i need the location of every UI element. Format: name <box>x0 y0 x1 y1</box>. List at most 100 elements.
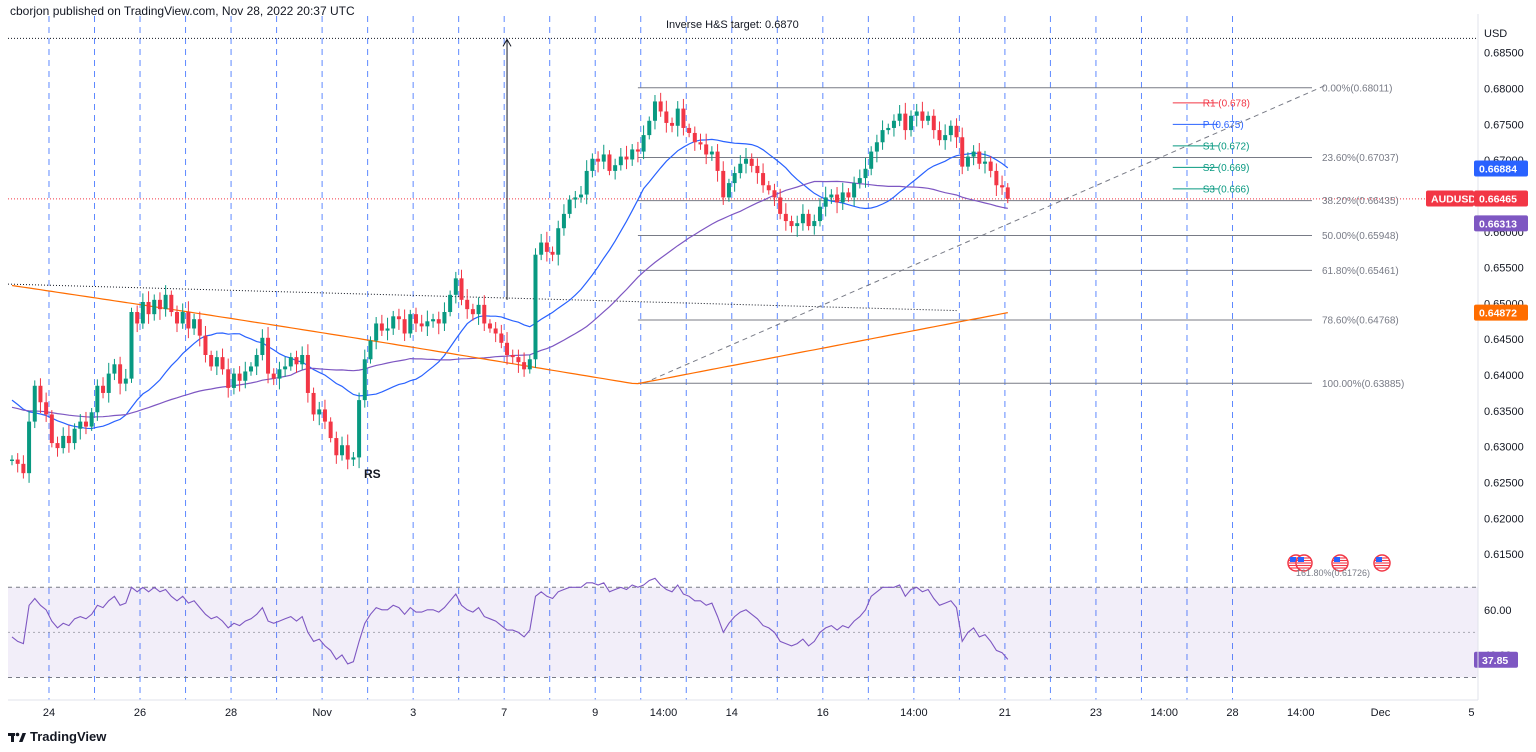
candle-body <box>436 319 441 324</box>
candle-body <box>300 354 305 365</box>
candle-body <box>590 158 595 171</box>
candle-body <box>704 144 709 155</box>
candle-body <box>368 340 373 360</box>
candle-body <box>817 206 822 222</box>
candle-body <box>533 254 538 360</box>
candle-body <box>311 392 316 415</box>
candle-body <box>237 373 242 381</box>
us-flag-canton <box>1376 557 1382 562</box>
candle-body <box>140 301 145 324</box>
candle-body <box>271 373 276 379</box>
candle-body <box>203 335 208 355</box>
fib-level-label: 78.60%(0.64768) <box>1322 316 1399 327</box>
candle-body <box>431 319 436 322</box>
time-tick-label: 14 <box>726 707 738 719</box>
candle-body <box>795 223 800 227</box>
candle-body <box>214 357 219 367</box>
candle-body <box>317 409 322 415</box>
time-tick-label: 14:00 <box>650 707 678 719</box>
candle-body <box>408 314 413 334</box>
candle-body <box>146 301 151 315</box>
publisher-caption: cborjon published on TradingView.com, No… <box>10 4 355 18</box>
candle-body <box>15 459 20 464</box>
candle-body <box>374 323 379 341</box>
candle-body <box>607 154 612 171</box>
candle-body <box>994 170 999 186</box>
price-tick-label: 0.64000 <box>1484 370 1524 382</box>
candle-body <box>288 357 293 367</box>
price-tick-label: 0.62500 <box>1484 477 1524 489</box>
candle-body <box>487 323 492 329</box>
candle-body <box>78 421 83 429</box>
fib-level-label: 100.00%(0.63885) <box>1322 379 1404 390</box>
candle-body <box>852 183 857 198</box>
candle-body <box>982 161 987 164</box>
candle-body <box>846 192 851 198</box>
tradingview-logo[interactable]: TradingView <box>8 729 106 744</box>
time-axis: 24 26 28 Nov 3 7 9 14:00 14 16 14:00 21 23 14:00 28 14:… <box>8 699 1478 719</box>
rising-trendline <box>643 84 1327 384</box>
candle-body <box>778 197 783 214</box>
fib-level-label: 50.00%(0.65948) <box>1322 231 1399 242</box>
tradingview-brand-text: TradingView <box>30 729 107 744</box>
price-tick-label: 0.63500 <box>1484 406 1524 418</box>
price-tick-label: 0.63000 <box>1484 442 1524 454</box>
candle-body <box>658 101 663 112</box>
time-tick-label: 9 <box>592 707 598 719</box>
candle-body <box>243 371 248 381</box>
candle-body <box>840 192 845 203</box>
candle-body <box>926 115 931 121</box>
candle-body <box>971 151 976 157</box>
candle-body <box>886 127 891 131</box>
candle-body <box>163 294 168 310</box>
rsi-line <box>11 577 1009 665</box>
time-tick-label: 24 <box>43 707 55 719</box>
price-badge <box>1426 190 1474 207</box>
candle-body <box>448 294 453 313</box>
candle-body <box>362 359 367 401</box>
candle-body <box>670 122 675 126</box>
candle-body <box>761 173 766 186</box>
candle-body <box>470 309 475 315</box>
candle-body <box>635 149 640 152</box>
candle-body <box>10 459 14 461</box>
candle-body <box>800 213 805 224</box>
candle-body <box>135 312 140 324</box>
candle-body <box>482 304 487 324</box>
price-badge-label: 0.66465 <box>1479 193 1517 205</box>
candle-body <box>328 421 333 439</box>
candle-body <box>829 194 834 198</box>
time-tick-label: 28 <box>225 707 237 719</box>
candle-body <box>1000 185 1005 188</box>
trend-lines <box>7 84 1327 384</box>
candle-body <box>920 111 925 121</box>
price-badge-label: 0.66313 <box>1479 218 1517 230</box>
candle-body <box>709 151 714 155</box>
horizontal-levels <box>8 37 1478 200</box>
candle-body <box>72 428 77 444</box>
candle-body <box>726 183 731 198</box>
price-tick-label: 0.62000 <box>1484 513 1524 525</box>
candle-body <box>937 130 942 141</box>
candle-body <box>340 445 345 456</box>
candle-body <box>83 421 88 427</box>
candle-body <box>641 135 646 152</box>
price-badge <box>1474 190 1528 207</box>
candle-body <box>630 149 635 160</box>
candle-body <box>516 357 521 363</box>
candle-body <box>61 435 66 449</box>
candle-body <box>49 414 54 444</box>
time-tick-label: 28 <box>1226 707 1238 719</box>
candle-body <box>698 142 703 145</box>
candle-body <box>260 337 265 355</box>
candle-body <box>157 299 162 310</box>
candle-body <box>874 142 879 152</box>
time-tick-label: 23 <box>1090 707 1102 719</box>
us-flag-canton <box>1298 557 1304 562</box>
candle-body <box>27 421 32 474</box>
candle-body <box>988 161 993 171</box>
candle-body <box>32 385 37 422</box>
fib-level-label: 23.60%(0.67037) <box>1322 153 1399 164</box>
candle-body <box>112 364 117 374</box>
